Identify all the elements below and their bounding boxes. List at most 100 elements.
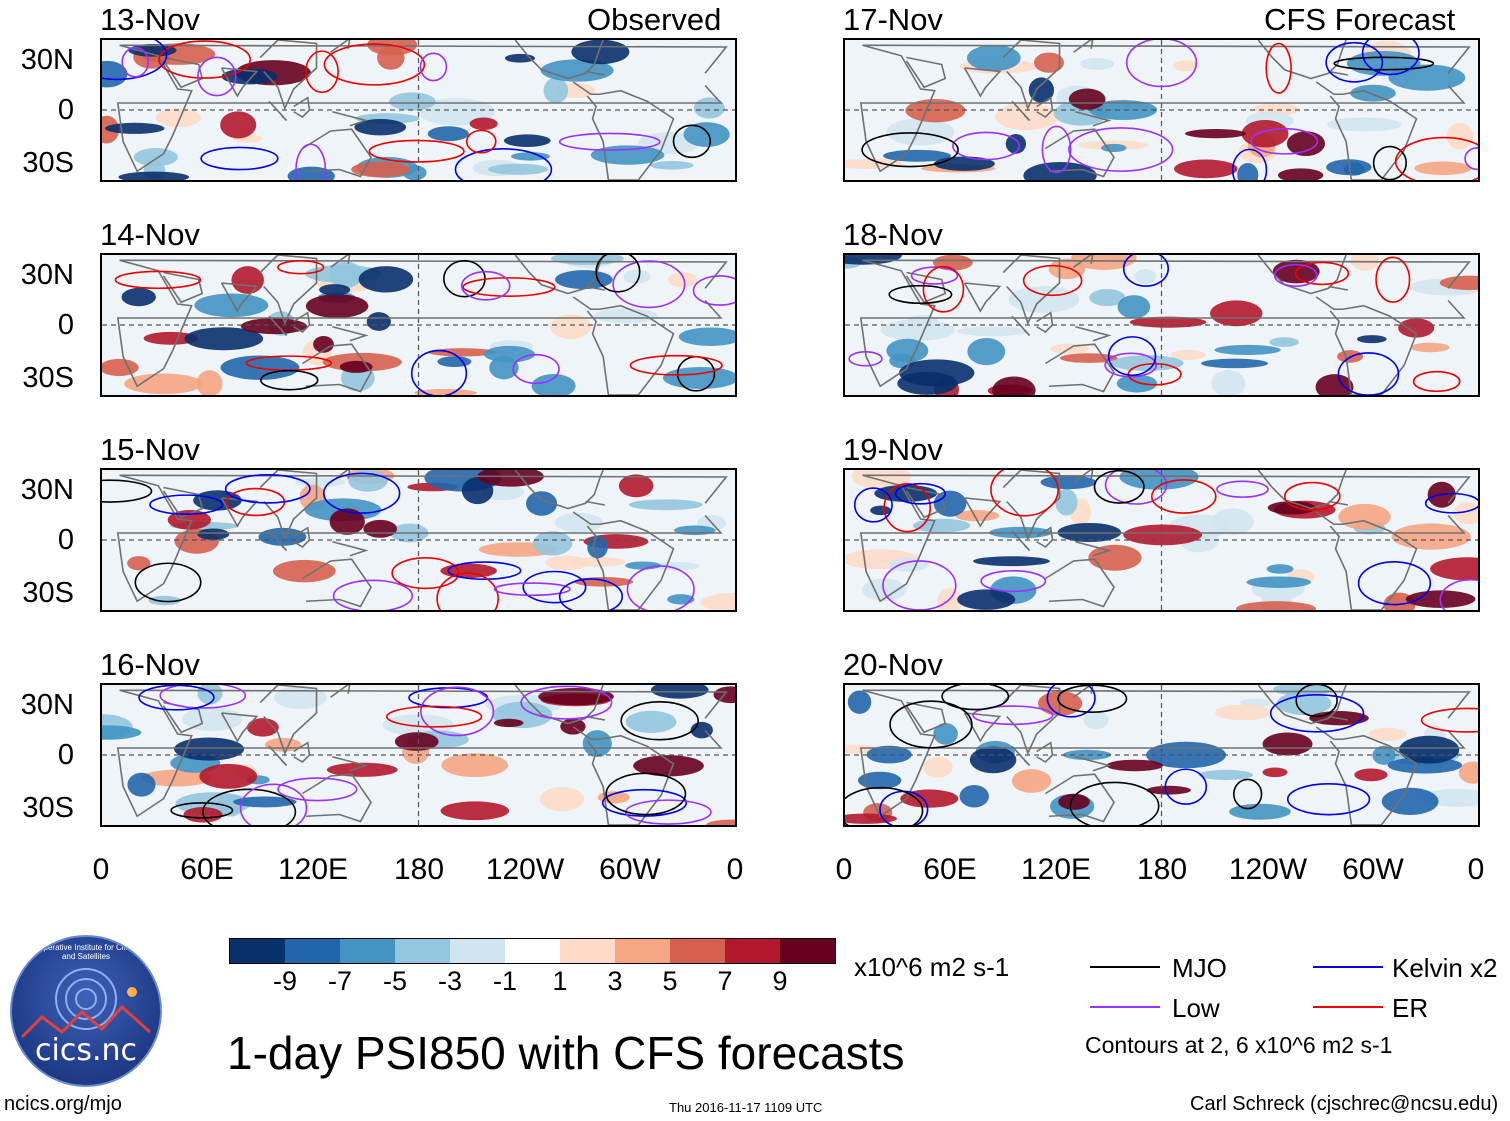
wave-contour <box>1333 56 1435 71</box>
anomaly-shading <box>274 685 327 710</box>
map-panel-16-nov <box>100 683 737 827</box>
wave-contour <box>260 369 319 391</box>
panel-title-14-nov: 14-Nov <box>100 217 200 252</box>
footer-url[interactable]: ncics.org/mjo <box>4 1093 122 1115</box>
anomaly-shading <box>351 161 411 178</box>
wave-contour <box>322 472 401 514</box>
legend-label-low: Low <box>1172 993 1220 1023</box>
anomaly-shading <box>441 753 509 778</box>
legend-line-kelvin <box>1313 966 1383 968</box>
wave-contour <box>1439 578 1478 610</box>
map-canvas <box>845 255 1478 395</box>
wave-contour <box>1464 147 1478 171</box>
anomaly-shading <box>554 512 603 533</box>
coastline <box>1073 255 1094 268</box>
wave-contour <box>102 40 168 81</box>
anomaly-shading <box>1211 370 1246 395</box>
footer-credit: Carl Schreck (cjschrec@ncsu.edu) <box>1190 1093 1499 1115</box>
anomaly-shading <box>489 356 519 380</box>
anomaly-shading <box>1174 159 1238 179</box>
coastline <box>268 100 288 122</box>
anomaly-shading <box>1414 161 1472 176</box>
anomaly-shading <box>1008 286 1080 313</box>
map-canvas <box>102 685 735 825</box>
wave-contour <box>972 705 1054 726</box>
anomaly-shading <box>1028 77 1055 103</box>
anomaly-shading <box>488 163 549 175</box>
coastline <box>162 486 204 519</box>
coastline <box>332 540 369 557</box>
map-canvas <box>102 255 735 395</box>
colorbar-tick: 7 <box>717 966 733 996</box>
wave-contour <box>1265 42 1292 94</box>
coastline <box>1011 530 1031 552</box>
coastline <box>1036 311 1054 334</box>
coastline <box>905 701 947 734</box>
anomaly-shading <box>272 559 336 583</box>
anomaly-shading <box>121 287 156 307</box>
anomaly-shading <box>1267 501 1317 515</box>
anomaly-shading <box>886 118 955 146</box>
anomaly-shading <box>1055 488 1078 516</box>
anomaly-shading <box>1241 119 1289 148</box>
anomaly-shading <box>1237 162 1259 180</box>
legend-line-mjo <box>1090 966 1160 968</box>
wave-contour <box>1107 336 1157 377</box>
map-panel-19-nov <box>843 468 1480 612</box>
wave-contour <box>894 482 946 505</box>
coastline <box>259 685 318 756</box>
wave-contour <box>158 40 252 79</box>
anomaly-shading <box>440 801 510 821</box>
lon-label-0: 0 <box>92 853 110 886</box>
anomaly-shading <box>1368 727 1407 741</box>
anomaly-shading <box>1277 168 1324 180</box>
anomaly-shading <box>313 335 334 353</box>
colorbar-segment <box>285 939 340 963</box>
anomaly-shading <box>933 156 995 171</box>
wave-contour <box>277 777 358 802</box>
wave-contour <box>200 146 279 171</box>
map-panel-15-nov <box>100 468 737 612</box>
wave-contour <box>1057 685 1128 713</box>
wave-contour <box>629 354 723 376</box>
lat-label-30n: 30N <box>20 689 74 721</box>
wave-contour <box>882 560 957 610</box>
coastline <box>859 689 1471 818</box>
colorbar-tick: 3 <box>607 966 623 996</box>
logo-ring-text: Cooperative Institute for Climate and Sa… <box>28 943 144 961</box>
lon-label-60w: 60W <box>1342 853 1404 886</box>
anomaly-shading <box>354 118 407 136</box>
anomaly-shading <box>469 117 498 130</box>
lat-label-0: 0 <box>57 309 74 341</box>
anomaly-shading <box>618 474 654 498</box>
anomaly-shading <box>1246 576 1312 588</box>
anomaly-shading <box>503 134 551 148</box>
anomaly-shading <box>184 327 264 351</box>
anomaly-shading <box>477 470 544 487</box>
anomaly-shading <box>1211 508 1254 535</box>
anomaly-shading <box>571 40 630 65</box>
anomaly-shading <box>887 557 929 572</box>
coastline <box>268 530 288 552</box>
coastline <box>859 474 1471 603</box>
anomaly-shading <box>493 718 524 728</box>
colorbar-segment <box>560 939 615 963</box>
coastline <box>1002 40 1061 111</box>
anomaly-shading <box>912 518 971 533</box>
colorbar-segment <box>395 939 450 963</box>
anomaly-shading <box>199 763 258 789</box>
colorbar-segment <box>230 939 285 963</box>
lon-label-120e: 120E <box>1020 853 1092 886</box>
anomaly-shading <box>240 318 307 335</box>
anomaly-shading <box>1262 732 1313 756</box>
anomaly-shading <box>141 769 212 787</box>
lon-label-0-end: 0 <box>726 853 744 886</box>
coastline <box>302 343 372 393</box>
wave-contour <box>447 561 522 581</box>
wave-contour <box>239 783 308 825</box>
wave-contour <box>134 562 202 603</box>
anomaly-shading <box>1173 60 1199 72</box>
lon-label-60w: 60W <box>599 853 661 886</box>
anomaly-shading <box>668 272 698 288</box>
coastline <box>859 259 1471 388</box>
